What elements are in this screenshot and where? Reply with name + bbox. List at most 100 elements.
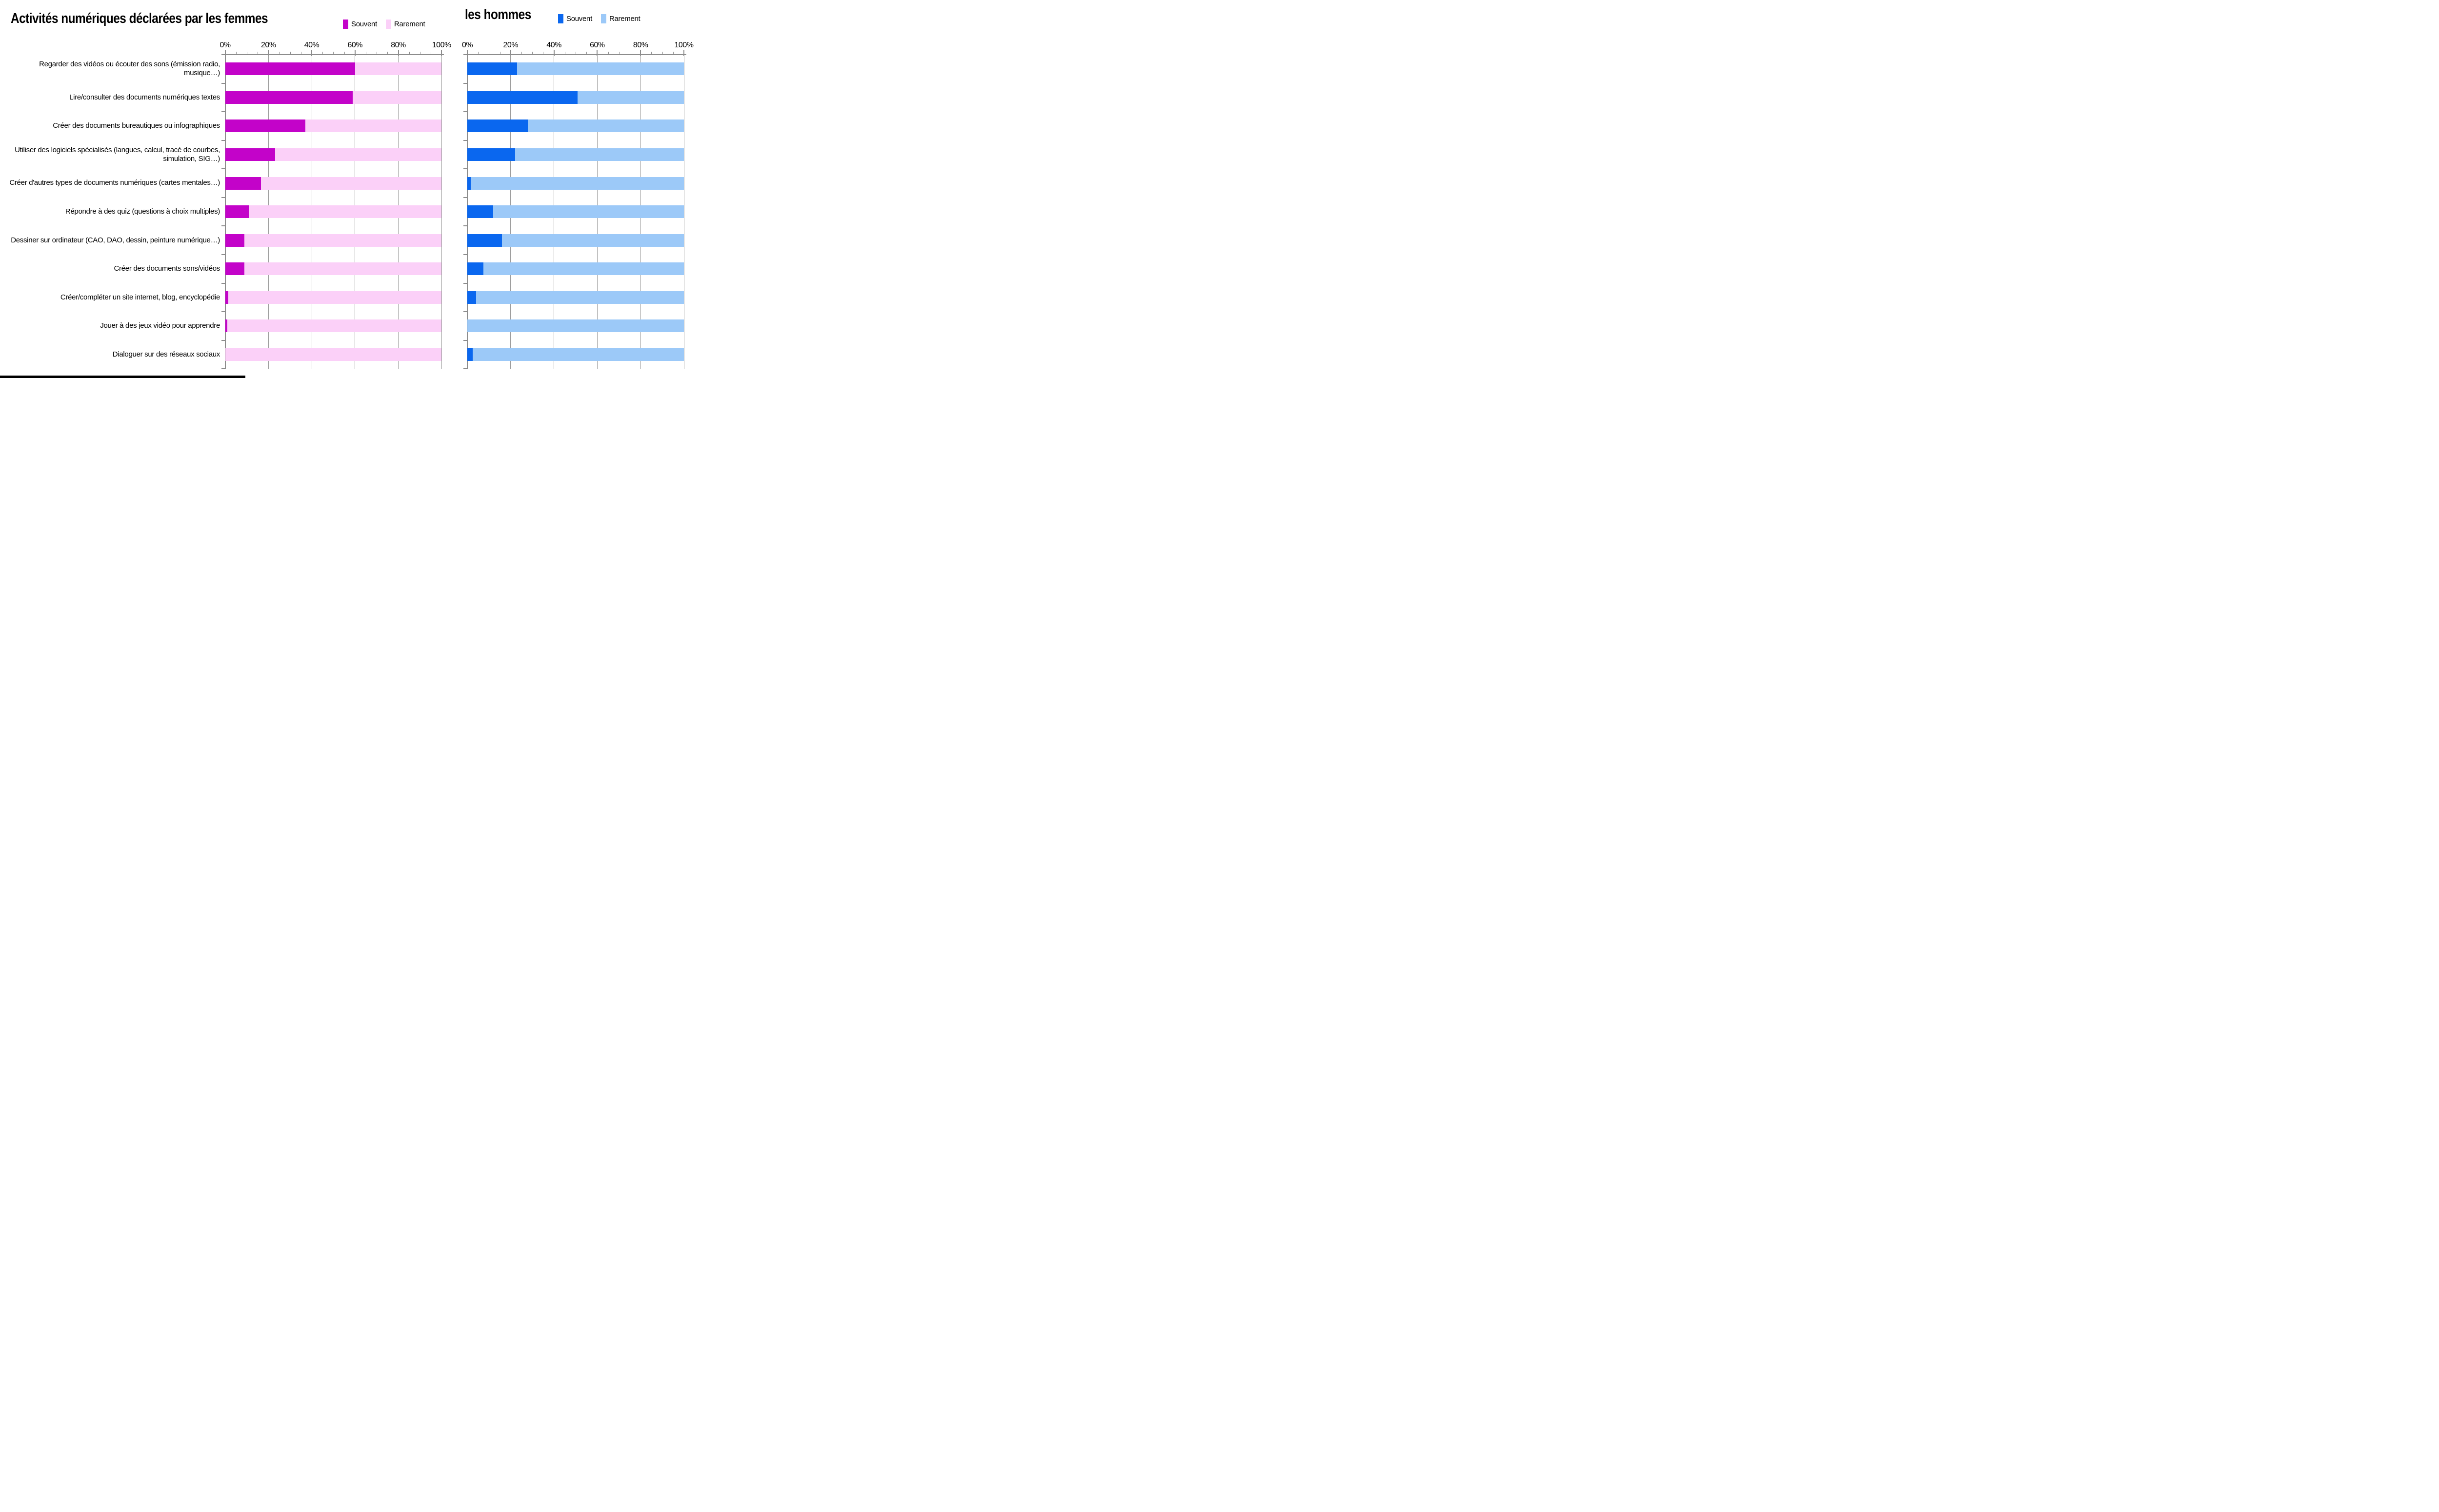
legend-item-souvent-femmes: Souvent xyxy=(343,20,377,29)
value-axis-major-tick xyxy=(467,50,468,56)
value-axis-major-tick xyxy=(510,50,511,56)
category-axis-tick xyxy=(221,368,225,370)
figure-canvas: Activités numériques déclarées par les f… xyxy=(0,0,704,378)
category-axis-tick xyxy=(221,197,225,198)
legend-label-souvent-hommes: Souvent xyxy=(566,15,592,23)
bar-segment-rarement xyxy=(517,62,684,76)
category-axis-tick xyxy=(463,197,467,198)
axis-tick-label: 100% xyxy=(674,41,694,49)
category-axis-tick xyxy=(221,168,225,170)
value-axis-minor-tick xyxy=(586,52,587,55)
value-axis-minor-tick xyxy=(673,52,674,55)
bar-segment-souvent xyxy=(467,262,484,276)
legend-label-souvent-femmes: Souvent xyxy=(351,20,377,28)
category-axis-tick xyxy=(463,339,467,341)
category-axis-tick xyxy=(463,82,467,84)
category-axis-tick xyxy=(463,311,467,313)
axis-tick-label: 60% xyxy=(347,41,363,49)
bar-segment-rarement xyxy=(355,62,442,76)
legend-swatch-souvent-hommes-icon xyxy=(558,14,563,23)
bar-segment-rarement xyxy=(244,234,442,247)
bar-segment-souvent xyxy=(225,119,305,133)
category-axis-tick xyxy=(221,225,225,227)
value-axis-minor-tick xyxy=(651,52,652,55)
category-label: Créer des documents bureautiques ou info… xyxy=(53,121,220,130)
bar-segment-souvent xyxy=(225,319,227,333)
bar-segment-rarement xyxy=(260,177,442,190)
value-axis-major-tick xyxy=(268,50,269,56)
bottom-border-line xyxy=(0,376,245,378)
axis-tick-label: 20% xyxy=(503,41,519,49)
value-axis-line xyxy=(222,54,444,55)
bar-segment-souvent xyxy=(467,348,473,361)
bar-segment-rarement xyxy=(528,119,684,133)
value-axis-line xyxy=(464,54,686,55)
legend-femmes: Souvent Rarement xyxy=(343,20,434,29)
bar-segment-rarement xyxy=(515,148,684,161)
category-axis-tick xyxy=(463,139,467,141)
category-label: Créer d'autres types de documents numéri… xyxy=(9,179,220,187)
category-axis-tick xyxy=(463,225,467,227)
category-axis-tick xyxy=(221,111,225,113)
bar-segment-souvent xyxy=(225,177,261,190)
bar-segment-souvent xyxy=(225,262,245,276)
bar-segment-souvent xyxy=(225,148,275,161)
bar-segment-rarement xyxy=(493,205,684,219)
bar-segment-rarement xyxy=(244,262,442,276)
bar-segment-rarement xyxy=(470,177,684,190)
category-axis-tick xyxy=(463,254,467,255)
bar-segment-souvent xyxy=(467,148,515,161)
bar-segment-souvent xyxy=(225,234,245,247)
value-axis-minor-tick xyxy=(619,52,620,55)
axis-tick-label: 60% xyxy=(590,41,605,49)
value-axis-major-tick xyxy=(597,50,598,56)
category-axis-tick xyxy=(463,168,467,170)
category-axis-tick xyxy=(221,82,225,84)
value-axis-minor-tick xyxy=(608,52,609,55)
axis-tick-label: 80% xyxy=(633,41,648,49)
axis-tick-label: 100% xyxy=(432,41,451,49)
value-axis-major-tick xyxy=(553,50,555,56)
category-axis-tick xyxy=(221,311,225,313)
bar-segment-souvent xyxy=(467,62,518,76)
bar-segment-rarement xyxy=(305,119,442,133)
axis-tick-label: 40% xyxy=(546,41,561,49)
value-axis-minor-tick xyxy=(322,52,323,55)
axis-tick-label: 20% xyxy=(260,41,276,49)
legend-swatch-rarement-hommes-icon xyxy=(600,14,606,23)
axis-tick-label: 0% xyxy=(461,41,473,49)
bar-segment-rarement xyxy=(578,91,684,104)
category-axis-tick xyxy=(221,54,225,55)
chart-title-femmes: Activités numériques déclarées par les f… xyxy=(11,11,268,26)
bar-segment-souvent xyxy=(467,177,471,190)
legend-label-rarement-hommes: Rarement xyxy=(609,15,640,23)
legend-swatch-rarement-femmes-icon xyxy=(385,20,391,29)
value-axis-major-tick xyxy=(441,50,442,56)
value-axis-minor-tick xyxy=(333,52,334,55)
axis-tick-label: 40% xyxy=(304,41,320,49)
category-label: Jouer à des jeux vidéo pour apprendre xyxy=(100,321,220,330)
legend-item-rarement-femmes: Rarement xyxy=(385,20,425,29)
category-axis-tick xyxy=(463,282,467,284)
value-axis-major-tick xyxy=(354,50,356,56)
value-axis-minor-tick xyxy=(236,52,237,55)
category-axis-tick xyxy=(463,111,467,113)
category-axis-tick xyxy=(463,54,467,55)
bar-segment-rarement xyxy=(353,91,442,104)
category-label: Créer/compléter un site internet, blog, … xyxy=(60,293,220,301)
legend-label-rarement-femmes: Rarement xyxy=(394,20,425,28)
value-axis-major-tick xyxy=(683,50,684,56)
value-axis-major-tick xyxy=(311,50,312,56)
category-axis-tick xyxy=(221,254,225,255)
value-axis-major-tick xyxy=(398,50,399,56)
bar-segment-rarement xyxy=(473,348,684,361)
category-label: Dessiner sur ordinateur (CAO, DAO, dessi… xyxy=(11,236,220,244)
bar-segment-souvent xyxy=(225,291,229,304)
chart-title-hommes: les hommes xyxy=(465,7,531,22)
value-axis-major-tick xyxy=(640,50,641,56)
axis-tick-label: 0% xyxy=(220,41,231,49)
bar-segment-rarement xyxy=(476,291,684,304)
bar-segment-rarement xyxy=(227,319,442,333)
legend-swatch-souvent-femmes-icon xyxy=(343,20,348,29)
bar-segment-rarement xyxy=(467,319,684,333)
